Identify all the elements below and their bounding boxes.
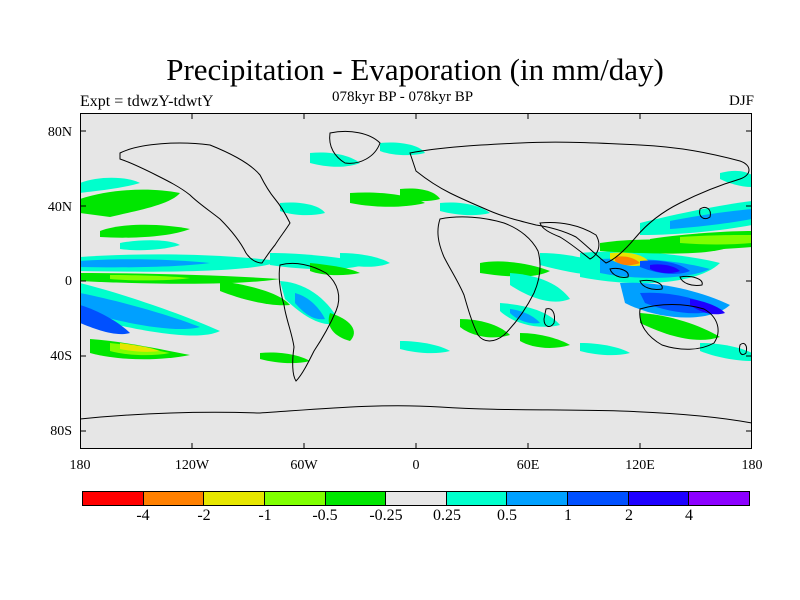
anomaly-patch: [295, 293, 325, 320]
colorbar-label-0-25: 0.25: [433, 507, 461, 524]
lat-label-equator: 0: [65, 274, 72, 289]
lon-label-180w: 180: [69, 458, 91, 473]
anomaly-patch: [580, 343, 630, 356]
colorbar-label-minus-4: -4: [136, 507, 150, 524]
anomaly-patch: [690, 299, 725, 315]
map-panel: [80, 113, 752, 449]
colorbar-box: [204, 492, 265, 505]
coastline: [437, 216, 541, 342]
colorbar-label-minus-1: -1: [258, 507, 272, 524]
colorbar-label-0-5: 0.5: [497, 507, 517, 524]
anomaly-patch: [500, 303, 560, 327]
anomaly-patch: [260, 352, 310, 364]
anomaly-patch: [80, 259, 210, 268]
coastline: [278, 262, 340, 382]
coastline: [639, 280, 663, 290]
anomaly-patch: [615, 256, 640, 266]
colorbar-label-minus-2: -2: [197, 507, 211, 524]
colorbar-label-2: 2: [625, 507, 633, 524]
season-label: DJF: [728, 93, 754, 109]
map-border: [80, 113, 752, 449]
coastline: [739, 342, 747, 356]
colorbar: [82, 491, 750, 506]
anomaly-patch: [440, 202, 490, 216]
anomaly-patch: [400, 188, 440, 202]
lat-label-40n: 40N: [47, 200, 72, 215]
coastline: [539, 222, 600, 260]
lat-label-80n: 80N: [47, 125, 72, 140]
coastline: [329, 130, 381, 164]
anomaly-patch: [480, 261, 550, 277]
anomaly-patch: [510, 273, 570, 302]
anomaly-patch: [510, 309, 540, 324]
anomaly-patch: [120, 240, 180, 251]
lon-label-120e: 120E: [625, 458, 655, 473]
map-title: Precipitation - Evaporation (in mm/day): [166, 52, 664, 87]
anomaly-patch: [520, 333, 570, 348]
coastline: [80, 405, 752, 449]
colorbar-box: [568, 492, 629, 505]
anomaly-patch: [328, 313, 354, 341]
coastline: [679, 276, 703, 286]
colorbar-box: [264, 492, 326, 505]
anomaly-patch: [670, 209, 752, 229]
anomaly-patch: [700, 343, 752, 361]
anomaly-patch: [220, 281, 290, 306]
anomaly-patch: [80, 177, 140, 193]
anomaly-patch: [350, 192, 425, 207]
colorbar-label-minus-0-5: -0.5: [312, 507, 338, 524]
coastline: [119, 142, 291, 264]
anomaly-patch: [80, 189, 180, 217]
coastline: [639, 304, 719, 350]
colorbar-box: [446, 492, 508, 505]
coastline: [609, 268, 629, 278]
colorbar-box: [325, 492, 387, 505]
coastline: [409, 141, 750, 264]
anomaly-patch: [650, 264, 680, 274]
colorbar-label-minus-0-25: -0.25: [369, 507, 403, 524]
anomaly-patch: [100, 224, 190, 238]
lon-label-60w: 60W: [290, 458, 318, 473]
anomaly-patch: [460, 319, 510, 338]
anomaly-patch: [80, 305, 130, 335]
colorbar-box: [143, 492, 205, 505]
coastline: [543, 308, 555, 327]
colorbar-box: [628, 492, 690, 505]
lon-label-120w: 120W: [174, 458, 210, 473]
lat-label-80s: 80S: [50, 424, 72, 439]
colorbar-label-4: 4: [685, 507, 693, 524]
anomaly-patch: [400, 341, 450, 354]
lat-label-40s: 40S: [50, 349, 72, 364]
colorbar-box: [83, 492, 144, 505]
anomaly-patch: [280, 202, 325, 216]
anomaly-patch: [720, 170, 752, 187]
anomaly-patch: [120, 343, 160, 352]
anomaly-patch: [680, 235, 752, 245]
experiment-label: Expt = tdwzY-tdwtY: [80, 93, 214, 110]
colorbar-box: [386, 492, 447, 505]
anomaly-patch: [340, 253, 390, 267]
map-plot: [80, 113, 752, 449]
lon-label-0: 0: [412, 458, 420, 473]
lon-label-180e: 180: [741, 458, 763, 473]
colorbar-box: [507, 492, 569, 505]
coastline: [699, 206, 711, 220]
coastline-layer: [80, 130, 752, 449]
anomaly-patch: [270, 253, 370, 270]
anomaly-patch: [80, 293, 200, 330]
colorbar-box: [689, 492, 750, 505]
anomaly-patch: [640, 313, 720, 340]
lon-label-60e: 60E: [516, 458, 540, 473]
anomaly-patch: [310, 263, 360, 276]
anomaly-patch: [110, 275, 190, 281]
map-subtitle: 078kyr BP - 078kyr BP: [332, 89, 474, 105]
colorbar-label-1: 1: [564, 507, 572, 524]
